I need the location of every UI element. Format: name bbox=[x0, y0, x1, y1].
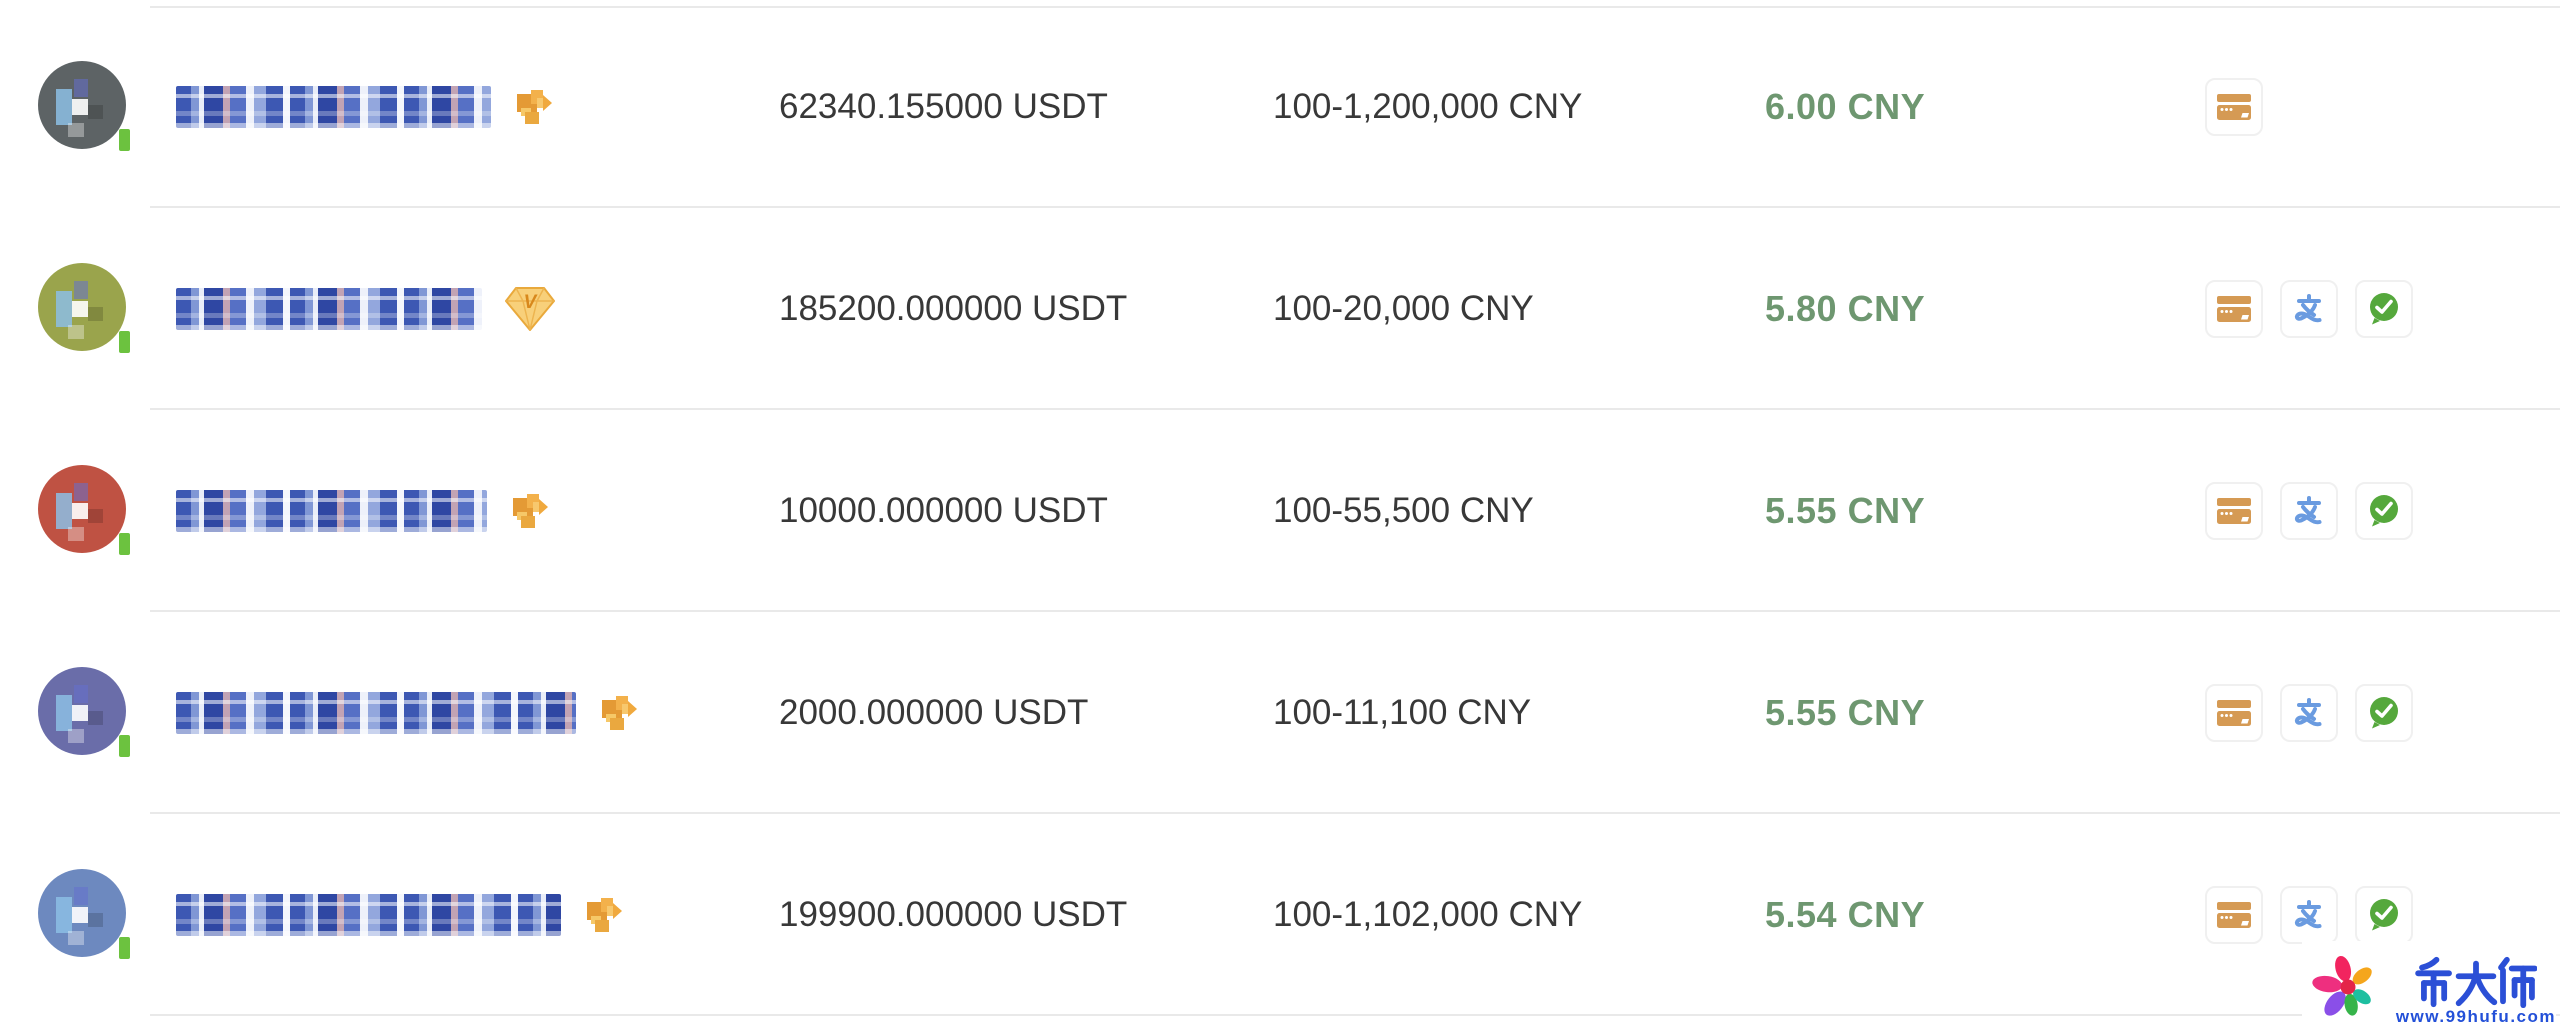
trader-avatar[interactable] bbox=[38, 61, 130, 153]
unit-price: 5.55 CNY bbox=[1765, 692, 1926, 733]
bank-card-icon bbox=[2205, 482, 2263, 540]
offer-row: 10000.000000 USDT 100-55,500 CNY 5.55 CN… bbox=[0, 410, 2560, 612]
avatar bbox=[38, 465, 126, 553]
online-indicator bbox=[119, 735, 130, 757]
avatar bbox=[38, 61, 126, 149]
trader-name-blurred[interactable] bbox=[176, 692, 576, 734]
alipay-icon bbox=[2280, 482, 2338, 540]
wechat-pay-icon bbox=[2355, 886, 2413, 944]
offer-row: 2000.000000 USDT 100-11,100 CNY 5.55 CNY bbox=[0, 612, 2560, 814]
order-limit: 100-1,102,000 CNY bbox=[1273, 895, 1583, 934]
bank-card-icon bbox=[2205, 280, 2263, 338]
wechat-pay-icon bbox=[2355, 482, 2413, 540]
wechat-pay-icon bbox=[2355, 684, 2413, 742]
offer-row: 199900.000000 USDT 100-1,102,000 CNY 5.5… bbox=[0, 814, 2560, 1016]
trader-avatar[interactable] bbox=[38, 667, 130, 759]
available-amount: 10000.000000 USDT bbox=[779, 491, 1108, 530]
online-indicator bbox=[119, 937, 130, 959]
payment-methods bbox=[2205, 886, 2413, 944]
order-limit: 100-11,100 CNY bbox=[1273, 693, 1532, 732]
trader-name-blurred[interactable] bbox=[176, 86, 491, 128]
unit-price: 5.55 CNY bbox=[1765, 490, 1926, 531]
trader-avatar[interactable] bbox=[38, 465, 130, 557]
alipay-icon bbox=[2280, 280, 2338, 338]
gold-medal-icon bbox=[513, 494, 548, 528]
p2p-offer-list: 62340.155000 USDT 100-1,200,000 CNY 6.00… bbox=[0, 6, 2560, 1016]
trader-avatar[interactable] bbox=[38, 263, 130, 355]
avatar bbox=[38, 263, 126, 351]
online-indicator bbox=[119, 331, 130, 353]
available-amount: 199900.000000 USDT bbox=[779, 895, 1128, 934]
bank-card-icon bbox=[2205, 78, 2263, 136]
avatar bbox=[38, 869, 126, 957]
pinwheel-logo-icon bbox=[2312, 955, 2372, 1016]
online-indicator bbox=[119, 533, 130, 555]
unit-price: 6.00 CNY bbox=[1765, 86, 1926, 127]
available-amount: 185200.000000 USDT bbox=[779, 289, 1128, 328]
gold-medal-icon bbox=[587, 898, 622, 932]
unit-price: 5.80 CNY bbox=[1765, 288, 1926, 329]
order-limit: 100-55,500 CNY bbox=[1273, 491, 1534, 530]
trader-name-blurred[interactable] bbox=[176, 894, 561, 936]
alipay-icon bbox=[2280, 684, 2338, 742]
avatar bbox=[38, 667, 126, 755]
order-limit: 100-20,000 CNY bbox=[1273, 289, 1534, 328]
v-diamond-badge-icon: V bbox=[505, 287, 555, 331]
offer-row: 62340.155000 USDT 100-1,200,000 CNY 6.00… bbox=[0, 6, 2560, 208]
available-amount: 2000.000000 USDT bbox=[779, 693, 1089, 732]
alipay-icon bbox=[2280, 886, 2338, 944]
bank-card-icon bbox=[2205, 684, 2263, 742]
online-indicator bbox=[119, 129, 130, 151]
svg-text:V: V bbox=[524, 292, 538, 313]
divider bbox=[150, 6, 2560, 8]
order-limit: 100-1,200,000 CNY bbox=[1273, 87, 1583, 126]
trader-name-blurred[interactable] bbox=[176, 288, 482, 330]
available-amount: 62340.155000 USDT bbox=[779, 87, 1108, 126]
gold-medal-icon bbox=[602, 696, 637, 730]
payment-methods bbox=[2205, 280, 2413, 338]
watermark: 币大师 www.99hufu.com bbox=[2301, 941, 2556, 1027]
trader-name-blurred[interactable] bbox=[176, 490, 487, 532]
payment-methods bbox=[2205, 482, 2413, 540]
payment-methods bbox=[2205, 684, 2413, 742]
brand-name-glyphs bbox=[2415, 956, 2537, 1009]
unit-price: 5.54 CNY bbox=[1765, 894, 1926, 935]
payment-methods bbox=[2205, 78, 2263, 136]
wechat-pay-icon bbox=[2355, 280, 2413, 338]
gold-medal-icon bbox=[517, 90, 552, 124]
offer-row: V 185200.000000 USDT 100-20,000 CNY 5.80… bbox=[0, 208, 2560, 410]
trader-avatar[interactable] bbox=[38, 869, 130, 961]
bank-card-icon bbox=[2205, 886, 2263, 944]
watermark-url: www.99hufu.com bbox=[2395, 1007, 2556, 1026]
